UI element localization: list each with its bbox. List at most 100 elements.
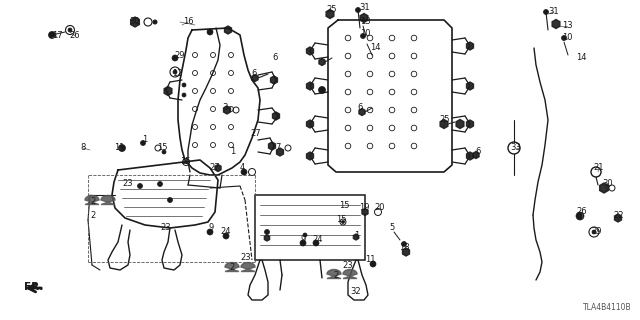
Circle shape [138,183,143,188]
Circle shape [319,86,326,93]
Circle shape [182,83,186,87]
Polygon shape [467,152,474,160]
Text: 1: 1 [142,135,148,145]
Text: 13: 13 [562,21,572,30]
Text: TLA4B4110B: TLA4B4110B [584,303,632,312]
Circle shape [616,216,620,220]
Polygon shape [360,13,368,22]
Circle shape [458,122,462,126]
Text: 3: 3 [222,103,228,113]
Circle shape [308,154,312,158]
Circle shape [308,84,312,88]
Circle shape [342,220,344,223]
Circle shape [264,229,269,235]
Polygon shape [343,269,357,278]
Circle shape [132,20,138,25]
Circle shape [308,122,312,126]
Text: 17: 17 [52,31,62,41]
Text: 5: 5 [389,223,395,233]
Polygon shape [273,112,280,120]
Circle shape [442,122,446,126]
Text: 15: 15 [180,156,190,165]
Polygon shape [600,183,609,193]
Polygon shape [319,59,325,66]
Polygon shape [164,86,172,95]
Text: 25: 25 [440,116,451,124]
Circle shape [166,89,170,93]
Text: 6: 6 [252,69,257,78]
Circle shape [118,145,125,151]
Circle shape [561,36,566,41]
Circle shape [162,150,166,154]
Circle shape [320,60,324,64]
Polygon shape [403,248,410,256]
Circle shape [355,236,358,238]
Bar [255,195,365,260]
Polygon shape [307,47,314,55]
Polygon shape [241,262,255,271]
Polygon shape [307,82,314,90]
Text: 29: 29 [175,51,185,60]
Text: 2: 2 [229,263,235,273]
Text: 8: 8 [80,143,86,153]
Polygon shape [307,120,314,128]
Polygon shape [473,151,479,158]
Circle shape [474,153,477,157]
Circle shape [173,70,177,74]
Text: 2: 2 [90,197,95,206]
Circle shape [172,55,178,61]
Polygon shape [456,119,464,129]
Circle shape [266,236,269,239]
Polygon shape [327,269,341,278]
Text: 23: 23 [241,253,252,262]
Text: 1: 1 [355,231,360,241]
Circle shape [157,181,163,187]
Circle shape [226,28,230,32]
Text: 32: 32 [351,287,362,297]
Text: 13: 13 [360,18,371,27]
Text: 24: 24 [313,235,323,244]
Polygon shape [225,262,239,271]
Circle shape [468,154,472,158]
Circle shape [270,144,274,148]
Polygon shape [614,214,621,222]
Polygon shape [264,235,269,241]
Circle shape [225,108,229,112]
Circle shape [241,169,247,175]
Polygon shape [225,26,232,34]
Circle shape [543,10,548,14]
Circle shape [68,28,72,32]
Circle shape [223,233,229,239]
Text: 11: 11 [114,143,124,153]
Circle shape [313,240,319,246]
Polygon shape [276,148,284,156]
Circle shape [278,150,282,154]
Polygon shape [269,142,275,150]
Polygon shape [359,108,365,116]
Polygon shape [326,10,334,19]
Circle shape [364,210,367,214]
Text: 23: 23 [161,223,172,233]
Text: 6: 6 [272,52,278,61]
Circle shape [468,122,472,126]
Circle shape [360,34,365,38]
Text: 14: 14 [576,53,586,62]
Circle shape [592,230,596,234]
Circle shape [360,110,364,114]
Text: 22: 22 [614,212,624,220]
Text: 15: 15 [157,143,167,153]
Text: 30: 30 [130,18,140,27]
Circle shape [401,242,406,246]
Polygon shape [271,76,278,84]
Text: 10: 10 [562,34,572,43]
Text: 18: 18 [399,244,410,252]
Text: 6: 6 [476,148,481,156]
Text: 1: 1 [230,148,236,156]
Polygon shape [353,234,358,240]
Text: 15: 15 [339,201,349,210]
Text: 24: 24 [221,228,231,236]
Text: 21: 21 [594,164,604,172]
Circle shape [576,212,584,220]
Text: 9: 9 [209,223,214,233]
Text: 30: 30 [603,180,613,188]
